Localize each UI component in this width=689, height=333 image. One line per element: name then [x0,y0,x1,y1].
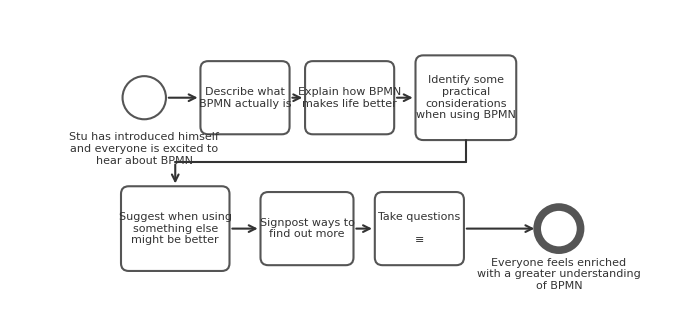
Text: Suggest when using
something else
might be better: Suggest when using something else might … [119,212,232,245]
Text: Signpost ways to
find out more: Signpost ways to find out more [260,218,354,239]
FancyBboxPatch shape [200,61,289,134]
Text: Take questions

≡: Take questions ≡ [378,212,460,245]
FancyBboxPatch shape [260,192,353,265]
FancyBboxPatch shape [121,186,229,271]
Text: Describe what
BPMN actually is: Describe what BPMN actually is [198,87,291,109]
FancyBboxPatch shape [415,55,516,140]
Text: Explain how BPMN
makes life better: Explain how BPMN makes life better [298,87,401,109]
Text: Stu has introduced himself
and everyone is excited to
hear about BPMN: Stu has introduced himself and everyone … [70,132,219,166]
Text: Identify some
practical
considerations
when using BPMN: Identify some practical considerations w… [416,75,516,120]
Text: Everyone feels enriched
with a greater understanding
of BPMN: Everyone feels enriched with a greater u… [477,258,641,291]
FancyBboxPatch shape [375,192,464,265]
FancyBboxPatch shape [305,61,394,134]
